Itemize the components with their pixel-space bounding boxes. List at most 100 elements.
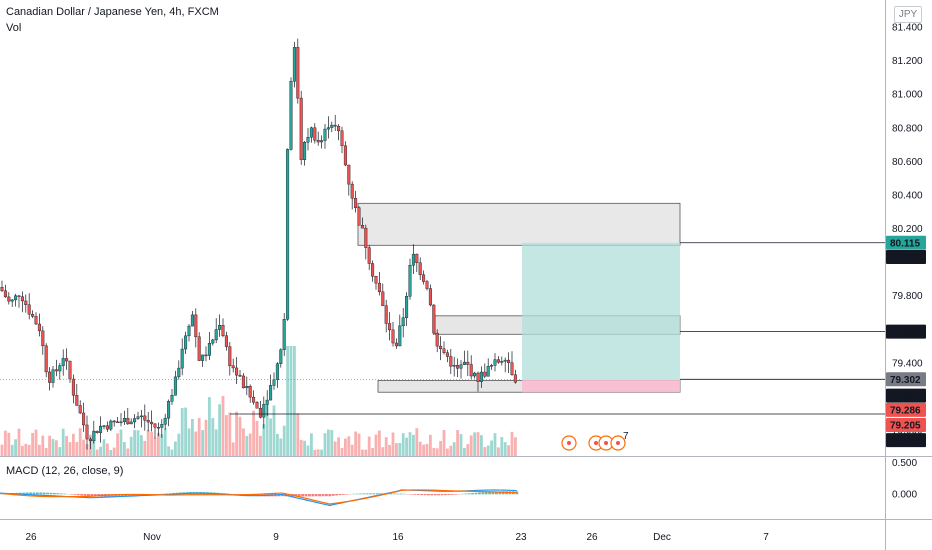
candle-body [116,421,120,424]
macd-histogram-bar [168,493,172,495]
volume-bar [490,440,493,456]
price-tag-label: 80.114 [890,253,920,264]
volume-bar [391,432,395,456]
time-tick-label: Dec [653,532,671,543]
volume-bar [160,434,164,456]
price-tick-label: 80.800 [892,123,923,134]
macd-histogram-bar [73,494,77,495]
macd-histogram-bar [124,494,128,497]
candle-body [425,281,429,289]
macd-histogram-bar [134,494,138,497]
candle-body [24,300,28,306]
volume-bar [187,428,191,456]
volume-bar [262,424,266,456]
candle-body [109,420,113,430]
volume-bar [327,429,330,456]
volume-bar [384,437,388,456]
macd-histogram-bar [365,493,369,495]
volume-bar [289,346,293,456]
macd-histogram-bar [39,492,43,495]
macd-histogram-bar [83,494,87,496]
candle-body [292,47,296,82]
macd-histogram-bar [488,491,491,495]
candle-body [442,348,446,353]
candle-body [513,374,517,383]
volume-bar [299,439,303,456]
candle-body [51,369,55,383]
volume-bar [514,437,517,456]
currency-badge[interactable]: JPY [894,6,922,23]
candle-body [371,263,375,277]
candle-body [31,313,35,317]
macd-histogram-bar [253,494,257,496]
candle-body [133,418,137,423]
candle-body [394,342,398,347]
event-marker-dot [616,441,620,445]
candle-body [231,365,235,369]
candle-body [129,421,133,425]
macd-histogram-bar [481,492,485,495]
candle-body [143,415,147,421]
volume-bar [344,438,347,456]
price-tag-label: 79.301 [890,391,921,402]
macd-histogram-bar [93,494,97,497]
macd-histogram-bar [53,493,56,495]
event-marker-dot [604,441,608,445]
volume-bar [473,432,476,456]
macd-histogram-bar [379,493,383,495]
volume-bar [252,410,255,456]
volume-bar [31,432,34,456]
macd-histogram-bar [433,494,437,496]
supply-zone-upper [357,202,681,246]
volume-bar [221,395,225,456]
volume-bar [38,444,41,456]
macd-histogram-bar [389,493,393,495]
candle-body [422,274,426,282]
volume-bar [374,434,378,456]
volume-bar [449,445,453,456]
macd-histogram-bar [410,494,413,495]
volume-bar [245,436,249,456]
target-zone [522,242,680,380]
event-count-label: 7 [623,431,629,442]
candle-body [258,408,262,418]
candle-body [224,335,228,347]
price-tick-label: 79.800 [892,291,923,302]
volume-bar [238,416,242,456]
candle-body [279,349,283,364]
volume-bar [398,443,402,456]
candle-body [34,316,38,325]
price-tag-label: 79.286 [890,405,921,416]
macd-histogram-bar [447,494,451,496]
volume-bar [157,432,160,456]
volume-bar [85,444,89,456]
candle-body [10,299,14,302]
macd-histogram-bar [304,494,308,497]
candle-body [296,47,300,99]
candle-body [92,430,96,442]
volume-bar [163,428,167,456]
candle-body [126,418,130,425]
volume-bar [378,430,381,456]
volume-bar [408,432,412,456]
candle-body [88,438,92,442]
volume-bar [92,431,96,456]
macd-histogram-bar [80,494,83,496]
volume-bar [446,448,449,456]
volume-bar [211,418,215,456]
volume-bar [102,439,106,456]
volume-bar [330,430,334,456]
volume-bar [276,433,279,456]
volume-bar [75,442,79,456]
macd-histogram-bar [308,494,311,497]
volume-bar [184,407,187,456]
candle-body [78,405,82,414]
macd-histogram-bar [467,493,471,495]
macd-histogram-bar [87,494,90,496]
price-tag [886,417,926,432]
volume-bar [27,444,31,456]
candle-body [262,404,266,418]
volume-bar [466,444,470,456]
